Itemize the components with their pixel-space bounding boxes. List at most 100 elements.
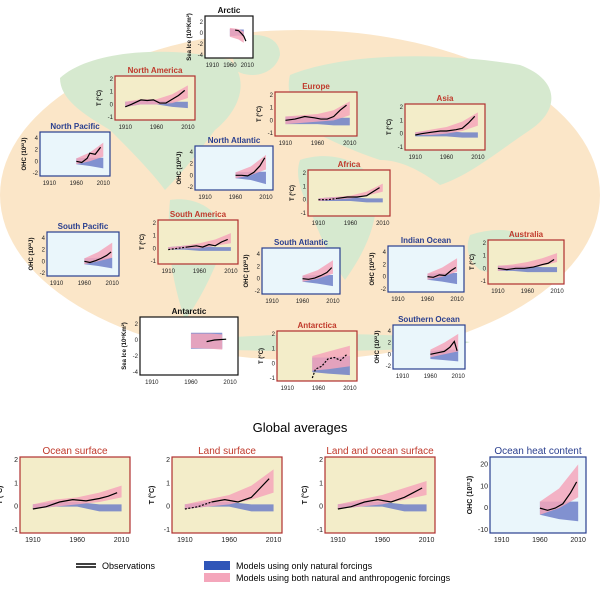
- chart-frame: [324, 456, 436, 534]
- chart-title: Antarctica: [297, 321, 337, 330]
- y-axis-label: Sea Ice (10⁶Km²): [186, 13, 193, 60]
- x-tick-label: 1910: [145, 380, 159, 386]
- x-tick-label: 1910: [198, 195, 212, 201]
- x-tick-label: 2010: [343, 386, 357, 392]
- both-forcings-band: [184, 469, 274, 509]
- y-tick-label: 20: [480, 461, 488, 468]
- y-tick-label: -2: [33, 171, 39, 177]
- both-forcings-band: [415, 112, 478, 135]
- y-tick-label: 2: [200, 20, 204, 26]
- y-tick-label: 2: [153, 221, 157, 227]
- y-tick-label: 2: [400, 105, 404, 111]
- chart-title: Land and ocean surface: [326, 446, 434, 457]
- observations-line: [539, 481, 578, 511]
- y-tick-label: 0: [272, 361, 276, 367]
- chart-g-ocean-surface: Ocean surface 1910 1960 2010 2 1 0 -1 T (°C): [0, 446, 131, 544]
- x-tick-label: 1960: [150, 125, 164, 131]
- chart-title: North Atlantic: [208, 136, 261, 145]
- x-tick-label: 2010: [452, 374, 466, 380]
- x-tick-label: 1960: [229, 195, 243, 201]
- chart-title: Antarctic: [172, 307, 207, 316]
- observations-line: [337, 487, 423, 510]
- y-tick-label: 1: [400, 118, 404, 124]
- chart-title: South America: [170, 210, 227, 219]
- y-tick-label: 0: [200, 31, 204, 37]
- observations-line-dashed: [184, 501, 212, 510]
- observations-line: [84, 251, 112, 264]
- y-tick-label: 4: [383, 250, 387, 256]
- world-map: [0, 30, 600, 360]
- observations-line: [285, 104, 347, 121]
- y-axis-label: T (°C): [148, 486, 156, 505]
- y-tick-label: 2: [135, 322, 139, 328]
- observations-line: [337, 187, 380, 199]
- y-tick-label: 2: [319, 457, 323, 464]
- x-tick-label: 1910: [50, 281, 64, 287]
- x-tick-label: 2010: [97, 181, 111, 187]
- x-tick-label: 2010: [570, 537, 586, 544]
- x-tick-label: 2010: [343, 141, 357, 147]
- y-tick-label: -2: [188, 185, 194, 191]
- y-tick-label: 1: [272, 347, 276, 353]
- y-tick-label: 0: [135, 338, 139, 344]
- x-tick-label: 2010: [224, 269, 238, 275]
- x-tick-label: 1960: [193, 269, 207, 275]
- chart-africa: Africa 1910 1960 2010 2 1 0 -1 T (°C): [290, 160, 391, 227]
- y-axis-label: T (°C): [290, 185, 296, 201]
- chart-north-atlantic: North Atlantic 1910 1960 2010 4 2 0 -2 OHC (10²²…: [176, 136, 274, 201]
- both-forcings-band: [84, 242, 113, 265]
- y-tick-label: 2: [383, 262, 387, 268]
- x-tick-label: 1910: [279, 141, 293, 147]
- x-tick-label: 1910: [162, 269, 176, 275]
- x-tick-label: 1910: [391, 297, 405, 303]
- y-tick-label: 2: [270, 93, 274, 99]
- both-forcings-band: [285, 101, 350, 125]
- y-tick-label: -2: [255, 289, 261, 295]
- y-tick-label: 0: [153, 246, 157, 252]
- y-tick-label: -4: [198, 53, 204, 59]
- x-tick-label: 2010: [326, 299, 340, 305]
- y-axis-label: OHC (10²²J): [28, 237, 35, 270]
- x-tick-label: 2010: [471, 155, 485, 161]
- x-tick-label: 1960: [221, 537, 237, 544]
- x-tick-label: 1960: [311, 141, 325, 147]
- chart-europe: Europe 1910 1960 2010 2 1 0 -1 T (°C): [257, 82, 358, 147]
- y-tick-label: 0: [303, 198, 307, 204]
- y-tick-label: 4: [42, 236, 46, 242]
- y-axis-label: T (°C): [259, 348, 265, 364]
- y-tick-label: 0: [257, 277, 261, 283]
- y-axis-label: T (°C): [0, 486, 4, 505]
- y-tick-label: -1: [151, 259, 157, 265]
- x-tick-label: 1960: [296, 299, 310, 305]
- chart-title: Ocean heat content: [494, 446, 582, 457]
- chart-title: Australia: [509, 230, 544, 239]
- observations-line: [125, 89, 186, 108]
- x-tick-label: 2010: [181, 125, 195, 131]
- x-tick-label: 1910: [25, 537, 41, 544]
- x-tick-label: 1910: [206, 63, 220, 69]
- chart-title: Europe: [302, 82, 330, 91]
- y-axis-label: OHC (10²²J): [21, 137, 28, 170]
- y-tick-label: 2: [14, 457, 18, 464]
- y-axis-label: Sea Ice (10⁶Km²): [121, 322, 128, 369]
- y-tick-label: 2: [42, 248, 46, 254]
- x-tick-label: 1960: [78, 281, 92, 287]
- y-tick-label: -2: [386, 364, 392, 370]
- observations-line: [497, 258, 555, 271]
- chart-frame: [307, 169, 391, 217]
- y-tick-label: 0: [484, 505, 488, 512]
- chart-title: Asia: [437, 94, 454, 103]
- y-tick-label: 4: [257, 252, 261, 258]
- chart-asia: Asia 1910 1960 2010 2 1 0 -1 T (°C): [387, 94, 486, 161]
- chart-title: Africa: [338, 160, 361, 169]
- observations-line: [211, 478, 270, 503]
- both-forcings-band: [337, 481, 427, 509]
- y-tick-label: 2: [483, 241, 487, 247]
- chart-title: Indian Ocean: [401, 236, 451, 245]
- chart-australia: Australia 1910 1960 2010 2 1 0 -1 T (°C): [470, 230, 565, 295]
- y-tick-label: 0: [35, 159, 39, 165]
- observations-line-dashed: [168, 246, 188, 251]
- observations-line: [427, 266, 457, 278]
